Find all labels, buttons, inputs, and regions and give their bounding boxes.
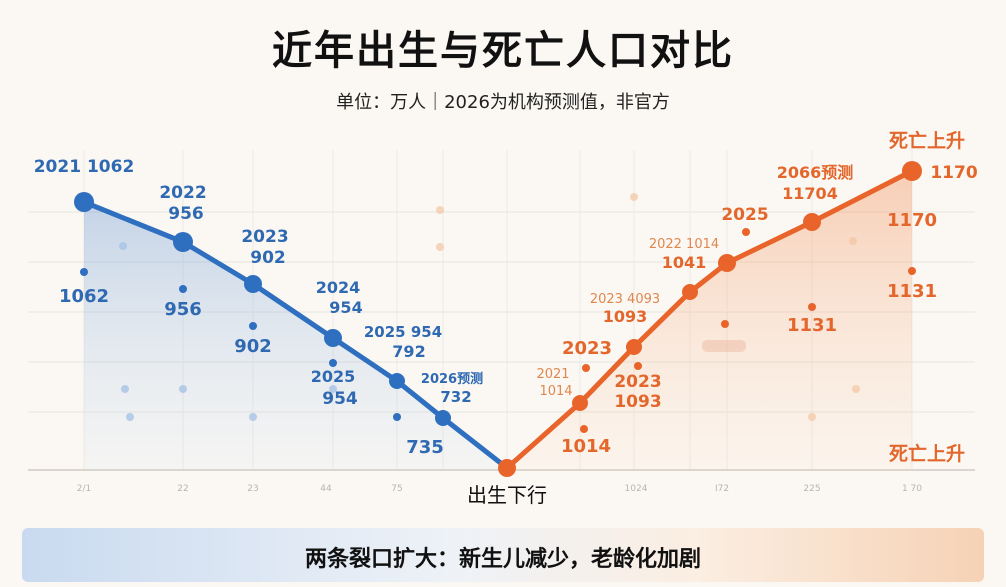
faint-point bbox=[249, 413, 257, 421]
x-tick-label: 2/1 bbox=[77, 484, 91, 494]
births-point bbox=[435, 410, 451, 426]
deaths-minor-point bbox=[742, 228, 750, 236]
data-label: 1093 bbox=[603, 307, 648, 326]
data-label: 2026预测 bbox=[421, 371, 483, 387]
births-minor-point bbox=[179, 285, 187, 293]
data-label: 735 bbox=[406, 437, 444, 458]
births-minor-point bbox=[393, 413, 401, 421]
deaths-minor-point bbox=[582, 364, 590, 372]
deaths-point bbox=[718, 254, 736, 272]
faint-point bbox=[119, 242, 127, 250]
data-label: 1041 bbox=[662, 253, 707, 272]
data-label: 2022 bbox=[159, 183, 206, 203]
faint-point bbox=[849, 237, 857, 245]
data-label: 2021 bbox=[536, 367, 569, 382]
data-label: 2066预测 bbox=[777, 163, 854, 182]
data-label: 2023 4093 bbox=[590, 292, 660, 307]
data-label: 2023 bbox=[614, 372, 661, 392]
x-tick-label: 1024 bbox=[625, 484, 648, 494]
x-axis-ticks: 2/1 22 23 44 75 1024 I72 225 1 70 bbox=[77, 484, 923, 494]
data-label: 1170 bbox=[887, 210, 937, 231]
x-tick-label: 44 bbox=[320, 484, 332, 494]
faint-point bbox=[436, 243, 444, 251]
data-label: 956 bbox=[168, 204, 204, 224]
data-label: 2022 1014 bbox=[649, 237, 719, 252]
deaths-point bbox=[902, 161, 922, 181]
faint-point bbox=[126, 413, 134, 421]
right-bottom-caption: 死亡上升 bbox=[889, 442, 965, 465]
deaths-area bbox=[507, 171, 912, 470]
deaths-point bbox=[803, 213, 821, 231]
data-label: 2023 bbox=[241, 227, 288, 247]
x-tick-label: 225 bbox=[803, 484, 820, 494]
births-point bbox=[173, 232, 193, 252]
data-label: 1062 bbox=[59, 286, 109, 307]
data-label: 2025 954 bbox=[364, 323, 442, 341]
x-tick-label: 75 bbox=[391, 484, 402, 494]
x-tick-label: 23 bbox=[247, 484, 258, 494]
data-label: 1093 bbox=[614, 392, 661, 412]
chart-title: 近年出生与死亡人口对比 bbox=[272, 28, 734, 74]
births-minor-point bbox=[80, 268, 88, 276]
data-label: 2021 1062 bbox=[34, 157, 135, 177]
births-point bbox=[244, 275, 262, 293]
blurred-label bbox=[702, 340, 746, 352]
data-label: 732 bbox=[440, 388, 471, 406]
x-tick-label: 1 70 bbox=[902, 484, 922, 494]
right-top-caption: 死亡上升 bbox=[889, 129, 965, 152]
data-label: 2025 bbox=[721, 205, 768, 225]
data-label: 954 bbox=[329, 298, 362, 317]
deaths-point bbox=[626, 339, 642, 355]
data-label: 1014 bbox=[539, 384, 572, 399]
data-label: 792 bbox=[392, 342, 425, 361]
data-label: 1131 bbox=[787, 315, 837, 336]
x-tick-label: I72 bbox=[715, 484, 729, 494]
births-point bbox=[74, 192, 94, 212]
faint-point bbox=[179, 385, 187, 393]
center-caption: 出生下行 bbox=[467, 483, 547, 507]
data-label: 1170 bbox=[930, 163, 977, 183]
deaths-minor-point bbox=[908, 267, 916, 275]
deaths-point bbox=[682, 284, 698, 300]
births-point bbox=[324, 329, 342, 347]
deaths-minor-point bbox=[808, 303, 816, 311]
x-tick-label: 22 bbox=[177, 484, 188, 494]
faint-point bbox=[630, 193, 638, 201]
faint-point bbox=[329, 385, 337, 393]
crossing-point bbox=[498, 459, 516, 477]
deaths-point bbox=[572, 395, 588, 411]
deaths-minor-point bbox=[721, 320, 729, 328]
deaths-minor-point bbox=[580, 425, 588, 433]
data-label: 1131 bbox=[887, 281, 937, 302]
data-label: 1014 bbox=[561, 436, 611, 457]
data-label: 11704 bbox=[782, 184, 838, 203]
data-label: 2023 bbox=[562, 338, 612, 359]
faint-point bbox=[808, 413, 816, 421]
faint-point bbox=[436, 206, 444, 214]
births-point bbox=[389, 373, 405, 389]
data-label: 954 bbox=[322, 389, 358, 409]
data-label: 902 bbox=[250, 248, 286, 268]
faint-point bbox=[852, 385, 860, 393]
footer-text: 两条裂口扩大：新生儿减少，老龄化加剧 bbox=[304, 547, 701, 572]
chart-subtitle: 单位：万人｜2026为机构预测值，非官方 bbox=[336, 92, 670, 113]
deaths-minor-point bbox=[634, 362, 642, 370]
births-area bbox=[84, 202, 507, 470]
data-label: 2025 bbox=[311, 367, 356, 386]
data-label: 2024 bbox=[316, 278, 361, 297]
footer-banner: 两条裂口扩大：新生儿减少，老龄化加剧 bbox=[22, 528, 984, 582]
faint-point bbox=[121, 385, 129, 393]
births-minor-point bbox=[329, 359, 337, 367]
data-label: 956 bbox=[164, 299, 202, 320]
data-label: 902 bbox=[234, 336, 272, 357]
births-minor-point bbox=[249, 322, 257, 330]
